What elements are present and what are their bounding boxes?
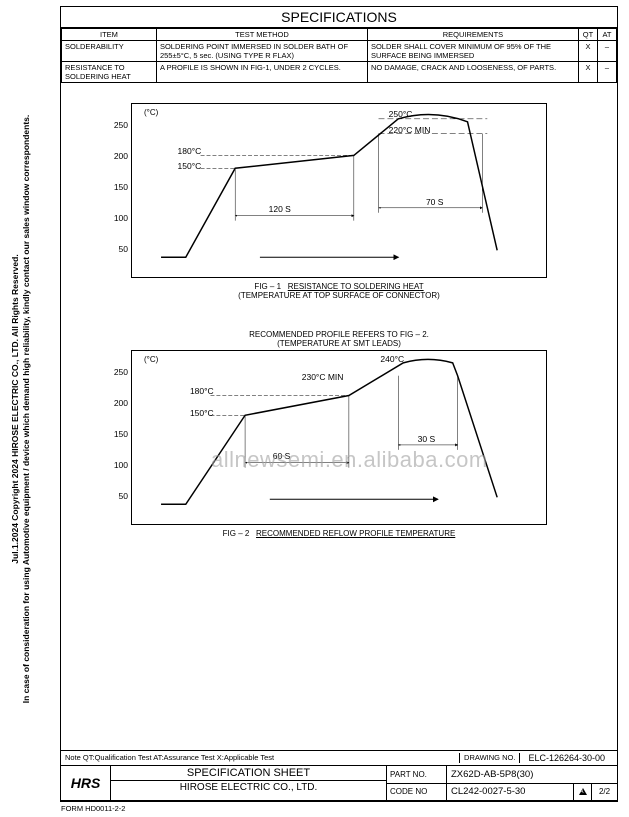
code-no: CL242-0027-5-30 <box>447 784 573 801</box>
th-method: TEST METHOD <box>156 29 367 41</box>
spec-table: ITEM TEST METHOD REQUIREMENTS QT AT SOLD… <box>61 28 617 83</box>
side-copyright: Jul.1.2024 Copyright 2024 HIROSE ELECTRI… <box>10 29 32 789</box>
annot-250: 250°C <box>389 109 413 119</box>
fig-no: FIG – 1 <box>254 282 281 291</box>
ytick: 50 <box>119 491 132 501</box>
ytick: 200 <box>114 151 132 161</box>
table-row: RESISTANCE TO SOLDERING HEAT A PROFILE I… <box>62 62 617 83</box>
fig-title: RECOMMENDED REFLOW PROFILE TEMPERATURE <box>256 529 455 538</box>
fig-no: FIG – 2 <box>223 529 250 538</box>
annot-30s: 30 S <box>418 434 436 444</box>
page-title: SPECIFICATIONS <box>61 7 617 28</box>
annot-60s: 60 S <box>273 451 291 461</box>
page: Jul.1.2024 Copyright 2024 HIROSE ELECTRI… <box>0 0 629 817</box>
th-at: AT <box>597 29 616 41</box>
drawing-label: DRAWING NO. <box>459 753 519 763</box>
y-unit: (°C) <box>144 355 158 364</box>
chart1-caption: FIG – 1 RESISTANCE TO SOLDERING HEAT <box>101 282 577 291</box>
cell: – <box>597 62 616 83</box>
right-cells: PART NO. ZX62D-AB-5P8(30) CODE NO CL242-… <box>387 766 617 800</box>
th-qt: QT <box>578 29 597 41</box>
sheet-title: SPECIFICATION SHEET <box>111 766 386 781</box>
chart2-caption: FIG – 2 RECOMMENDED REFLOW PROFILE TEMPE… <box>101 529 577 538</box>
chart1-area: (°C) 250 200 150 100 50 250°C 220°C MIN … <box>61 83 617 310</box>
chart1-svg <box>132 104 546 277</box>
cell: SOLDERABILITY <box>62 41 157 62</box>
note-row: Note QT:Qualification Test AT:Assurance … <box>61 751 617 766</box>
annot-220: 220°C MIN <box>389 125 431 135</box>
company: HIROSE ELECTRIC CO., LTD. <box>111 781 386 794</box>
ytick: 150 <box>114 429 132 439</box>
page-no: 2/2 <box>591 784 617 801</box>
drawing-no: ELC-126264-30-00 <box>519 753 613 763</box>
spec-sheet: SPECIFICATIONS ITEM TEST METHOD REQUIREM… <box>60 6 618 802</box>
annot-70s: 70 S <box>426 197 444 207</box>
ytick: 250 <box>114 367 132 377</box>
chart2: (°C) 250 200 150 100 50 240°C 230°C MIN … <box>131 350 547 525</box>
cell: SOLDER SHALL COVER MINIMUM OF 95% OF THE… <box>367 41 578 62</box>
mid-text2: (TEMPERATURE AT SMT LEADS) <box>61 339 617 348</box>
annot-180: 180°C <box>190 386 214 396</box>
side-line2: In case of consideration for using Autom… <box>21 29 32 789</box>
partno-row: PART NO. ZX62D-AB-5P8(30) <box>387 766 617 784</box>
ytick: 50 <box>119 244 132 254</box>
annot-150: 150°C <box>178 161 202 171</box>
cell: X <box>578 62 597 83</box>
ytick: 100 <box>114 460 132 470</box>
annot-230: 230°C MIN <box>302 372 344 382</box>
cell: NO DAMAGE, CRACK AND LOOSENESS, OF PARTS… <box>367 62 578 83</box>
ytick: 150 <box>114 182 132 192</box>
title-row: HRS SPECIFICATION SHEET HIROSE ELECTRIC … <box>61 766 617 801</box>
footer: Note QT:Qualification Test AT:Assurance … <box>61 750 617 801</box>
chart2-area: (°C) 250 200 150 100 50 240°C 230°C MIN … <box>61 350 617 548</box>
chart1-subcaption: (TEMPERATURE AT TOP SURFACE OF CONNECTOR… <box>101 291 577 300</box>
cell: A PROFILE IS SHOWN IN FIG-1, UNDER 2 CYC… <box>156 62 367 83</box>
logo: HRS <box>61 766 111 800</box>
fig-title: RESISTANCE TO SOLDERING HEAT <box>288 282 424 291</box>
rev-mark <box>573 784 591 801</box>
side-line1: Jul.1.2024 Copyright 2024 HIROSE ELECTRI… <box>10 29 21 789</box>
part-no: ZX62D-AB-5P8(30) <box>447 766 617 783</box>
annot-150: 150°C <box>190 408 214 418</box>
ytick: 200 <box>114 398 132 408</box>
profile <box>161 115 497 258</box>
note-text: Note QT:Qualification Test AT:Assurance … <box>65 753 459 763</box>
annot-120s: 120 S <box>269 204 291 214</box>
ytick: 250 <box>114 120 132 130</box>
ytick: 100 <box>114 213 132 223</box>
mid-cell: SPECIFICATION SHEET HIROSE ELECTRIC CO.,… <box>111 766 387 800</box>
cell: SOLDERING POINT IMMERSED IN SOLDER BATH … <box>156 41 367 62</box>
annot-240: 240°C <box>380 354 404 364</box>
table-header-row: ITEM TEST METHOD REQUIREMENTS QT AT <box>62 29 617 41</box>
form-no: FORM HD0011-2-2 <box>61 804 125 813</box>
cell: – <box>597 41 616 62</box>
y-unit: (°C) <box>144 108 158 117</box>
mid-text1: RECOMMENDED PROFILE REFERS TO FIG – 2. <box>61 330 617 339</box>
chart1: (°C) 250 200 150 100 50 250°C 220°C MIN … <box>131 103 547 278</box>
table-row: SOLDERABILITY SOLDERING POINT IMMERSED I… <box>62 41 617 62</box>
triangle-icon <box>579 788 587 795</box>
th-req: REQUIREMENTS <box>367 29 578 41</box>
th-item: ITEM <box>62 29 157 41</box>
part-label: PART NO. <box>387 766 447 783</box>
code-label: CODE NO <box>387 784 447 801</box>
annot-180: 180°C <box>178 146 202 156</box>
cell: RESISTANCE TO SOLDERING HEAT <box>62 62 157 83</box>
codeno-row: CODE NO CL242-0027-5-30 2/2 <box>387 784 617 801</box>
cell: X <box>578 41 597 62</box>
